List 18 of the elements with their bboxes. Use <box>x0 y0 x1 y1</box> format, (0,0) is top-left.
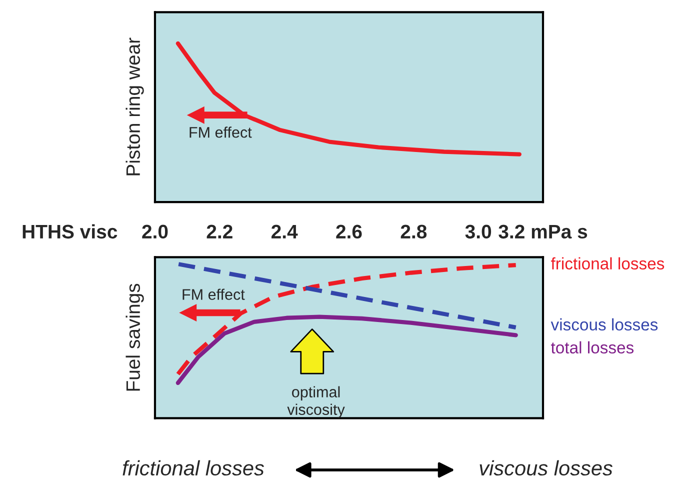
text: frictional losses <box>551 257 664 270</box>
text: frictional losses <box>122 460 264 476</box>
y-axis-title: Fuel savings <box>126 284 144 391</box>
x-axis-title: HTHS visc <box>22 224 118 239</box>
text: total losses <box>551 341 634 354</box>
text: viscous losses <box>550 318 658 331</box>
y-axis-title: Piston ring wear <box>126 38 144 176</box>
annotation: FM effect <box>190 126 252 138</box>
x-tick-label: 2.6 <box>336 224 362 239</box>
annotation: optimal viscosity <box>287 386 345 418</box>
annotation: FM effect <box>182 288 245 300</box>
text: viscous losses <box>480 460 613 476</box>
x-tick-label: 3.0 <box>465 224 492 239</box>
x-tick-label: 2.4 <box>271 224 298 238</box>
x-tick-label: 2.0 <box>142 224 168 239</box>
x-tick-label: 2.8 <box>400 224 427 239</box>
x-tick-label: 3.2 mPa s <box>498 224 588 239</box>
x-tick-label: 2.2 <box>206 224 232 238</box>
